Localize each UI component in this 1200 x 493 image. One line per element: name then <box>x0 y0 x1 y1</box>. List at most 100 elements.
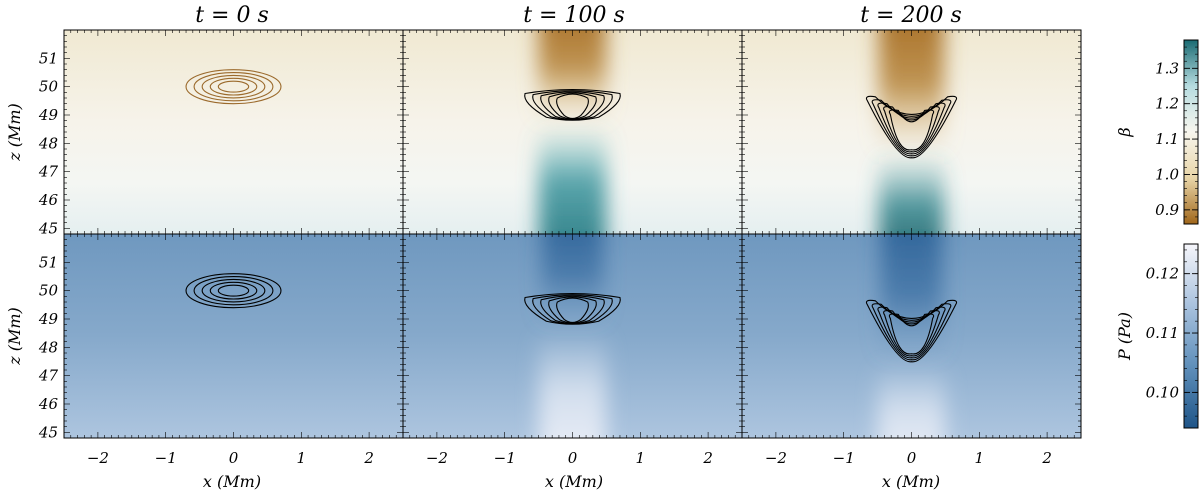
low-beta-column <box>878 154 945 234</box>
contours-1-1 <box>524 292 621 325</box>
colorbar-tick-label: 0.11 <box>1146 324 1179 342</box>
y-tick-label: 51 <box>39 49 58 67</box>
high-pressure-column <box>877 364 946 438</box>
y-tick-label: 48 <box>38 134 58 152</box>
contour-line <box>883 105 940 153</box>
contour-line <box>532 90 613 121</box>
x-tick-label: −2 <box>87 449 109 467</box>
low-beta-column <box>538 126 607 234</box>
x-tick-label: −2 <box>426 449 448 467</box>
contour-line <box>524 88 621 121</box>
contour-line <box>209 281 258 300</box>
panel-pressure-t200 <box>741 233 1082 439</box>
contours-2-1 <box>865 299 958 363</box>
x-tick-label: −2 <box>765 449 787 467</box>
xlabel-2: x (Mm) <box>882 472 940 491</box>
x-tick-label: 0 <box>907 449 917 467</box>
panel-field <box>403 234 742 438</box>
y-tick-label: 45 <box>38 423 58 441</box>
y-tick-label: 49 <box>38 310 59 328</box>
colorbar-tick-label: 1.0 <box>1155 165 1179 183</box>
column-title-0: t = 0 s <box>195 3 269 28</box>
panel-ticks <box>63 233 404 439</box>
column-titles: t = 0 s t = 100 s t = 200 s <box>195 3 962 28</box>
column-title-2: t = 200 s <box>860 3 962 28</box>
high-beta-column <box>878 30 945 152</box>
contour-line <box>888 109 935 151</box>
y-tick-label: 46 <box>38 395 59 413</box>
contour-line <box>193 276 274 306</box>
colorbar-tick-label: 1.1 <box>1155 130 1179 148</box>
panel-field <box>742 30 1081 234</box>
ylabel-top: z (Mm) <box>5 103 24 162</box>
x-tick-label: 0 <box>229 449 239 467</box>
y-tick-label: 48 <box>38 338 58 356</box>
x-tick-label: 2 <box>702 449 713 467</box>
colorbar-pressure: 0.10 0.11 0.12 <box>1146 243 1199 429</box>
contour-line <box>865 299 958 363</box>
contour-line <box>877 102 946 155</box>
panel-beta-t200 <box>741 29 1082 235</box>
contour-line <box>217 80 250 93</box>
panel-background <box>64 234 403 438</box>
contour-line <box>201 74 266 99</box>
panel-ticks <box>402 233 743 439</box>
colorbar-label-pressure: P (Pa) <box>1115 312 1134 361</box>
contour-line <box>209 77 258 96</box>
panels <box>63 29 1082 439</box>
contour-line <box>548 92 597 120</box>
colorbar-tick-label: 0.9 <box>1155 201 1179 219</box>
x-tick-label: −1 <box>833 449 855 467</box>
colorbars: β P (Pa) 0.9 1.0 1.1 1.2 1.3 0.10 0.11 0.12 <box>1115 39 1199 429</box>
panel-field <box>742 234 1081 438</box>
contour-line <box>883 309 940 357</box>
panel-field <box>64 30 403 234</box>
axis-labels: z (Mm) z (Mm) x (Mm) x (Mm) x (Mm) <box>5 103 940 491</box>
contour-line <box>548 296 597 324</box>
contours-0-0 <box>185 69 282 105</box>
contour-line <box>201 278 266 303</box>
y-tick-label: 45 <box>38 219 58 237</box>
high-pressure-column <box>538 330 607 438</box>
contour-line <box>865 95 958 159</box>
contour-line <box>888 313 935 355</box>
y-tick-label: 47 <box>38 163 59 181</box>
x-tick-label: 2 <box>363 449 374 467</box>
x-tick-label: 0 <box>568 449 578 467</box>
colorbar-tick-label: 0.10 <box>1146 383 1180 401</box>
ylabel-bottom: z (Mm) <box>5 307 24 366</box>
panel-ticks <box>741 233 1082 439</box>
colorbar-beta: 0.9 1.0 1.1 1.2 1.3 <box>1155 39 1199 225</box>
column-title-1: t = 100 s <box>523 3 625 28</box>
contour-line <box>556 297 589 323</box>
y-tick-label: 46 <box>38 191 59 209</box>
y-tick-label: 49 <box>38 106 59 124</box>
contours-1-0 <box>524 88 621 121</box>
tick-labels: 45 46 47 48 49 50 51 45 46 47 48 49 50 51 −2 −1 0 1 2 −2 −1 0… <box>38 49 1052 467</box>
contour-line <box>877 306 946 359</box>
contour-line <box>185 69 282 105</box>
panel-field <box>64 234 403 438</box>
contour-line <box>217 284 250 297</box>
x-tick-label: 1 <box>636 449 646 467</box>
x-tick-label: −1 <box>155 449 177 467</box>
contours-2-0 <box>865 95 958 159</box>
panel-background <box>64 30 403 234</box>
contour-line <box>540 91 605 120</box>
y-tick-label: 51 <box>39 253 58 271</box>
panel-pressure-t100 <box>402 233 743 439</box>
low-pressure-column <box>880 234 943 359</box>
panel-beta-t0 <box>63 29 404 235</box>
y-tick-label: 50 <box>39 78 59 96</box>
contour-line <box>556 93 589 119</box>
contour-line <box>185 273 282 309</box>
colorbar-gradient <box>1183 243 1199 429</box>
contour-line <box>871 99 952 157</box>
colorbar-tick-label: 1.2 <box>1155 95 1179 113</box>
contours-0-1 <box>185 273 282 309</box>
panel-field <box>403 30 742 234</box>
x-tick-label: 1 <box>297 449 307 467</box>
xlabel-0: x (Mm) <box>203 472 261 491</box>
x-tick-label: 1 <box>975 449 985 467</box>
